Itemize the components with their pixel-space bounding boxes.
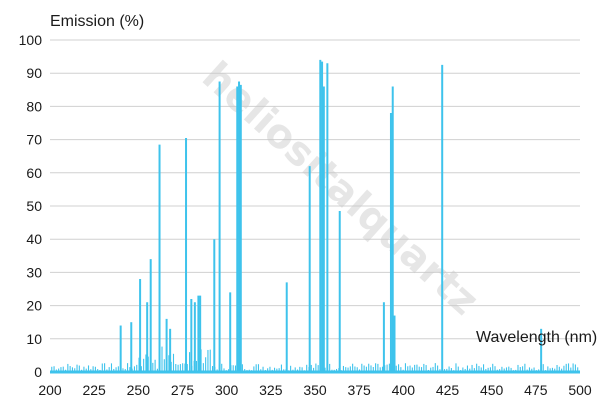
x-tick-label: 250 xyxy=(127,382,151,398)
x-tick-label: 450 xyxy=(480,382,504,398)
y-tick-label: 30 xyxy=(26,264,42,280)
x-tick-label: 475 xyxy=(524,382,548,398)
x-tick-label: 225 xyxy=(82,382,106,398)
x-tick-label: 200 xyxy=(38,382,62,398)
x-tick-label: 300 xyxy=(215,382,239,398)
y-tick-label: 90 xyxy=(26,65,42,81)
grid-lines xyxy=(50,39,580,340)
x-tick-label: 375 xyxy=(347,382,371,398)
x-axis-ticks: 200 225 250 275 300 325 350 375 400 425 450 475 500 xyxy=(38,382,592,398)
x-axis-title: Wavelength (nm) xyxy=(476,329,597,346)
x-tick-label: 350 xyxy=(303,382,327,398)
y-axis-title: Emission (%) xyxy=(50,13,144,30)
y-tick-label: 50 xyxy=(26,198,42,214)
x-tick-label: 500 xyxy=(568,382,592,398)
x-tick-label: 425 xyxy=(436,382,460,398)
y-tick-label: 10 xyxy=(26,331,42,347)
x-tick-label: 275 xyxy=(171,382,195,398)
y-tick-label: 40 xyxy=(26,231,42,247)
y-tick-label: 60 xyxy=(26,165,42,181)
y-tick-label: 100 xyxy=(19,32,43,48)
y-tick-label: 20 xyxy=(26,298,42,314)
y-tick-label: 0 xyxy=(34,364,42,380)
x-tick-label: 325 xyxy=(259,382,283,398)
y-axis-ticks: 0 10 20 30 40 50 60 70 80 90 100 xyxy=(19,32,43,380)
emission-lines xyxy=(119,59,543,372)
y-tick-label: 70 xyxy=(26,132,42,148)
x-tick-label: 400 xyxy=(392,382,416,398)
y-tick-label: 80 xyxy=(26,98,42,114)
